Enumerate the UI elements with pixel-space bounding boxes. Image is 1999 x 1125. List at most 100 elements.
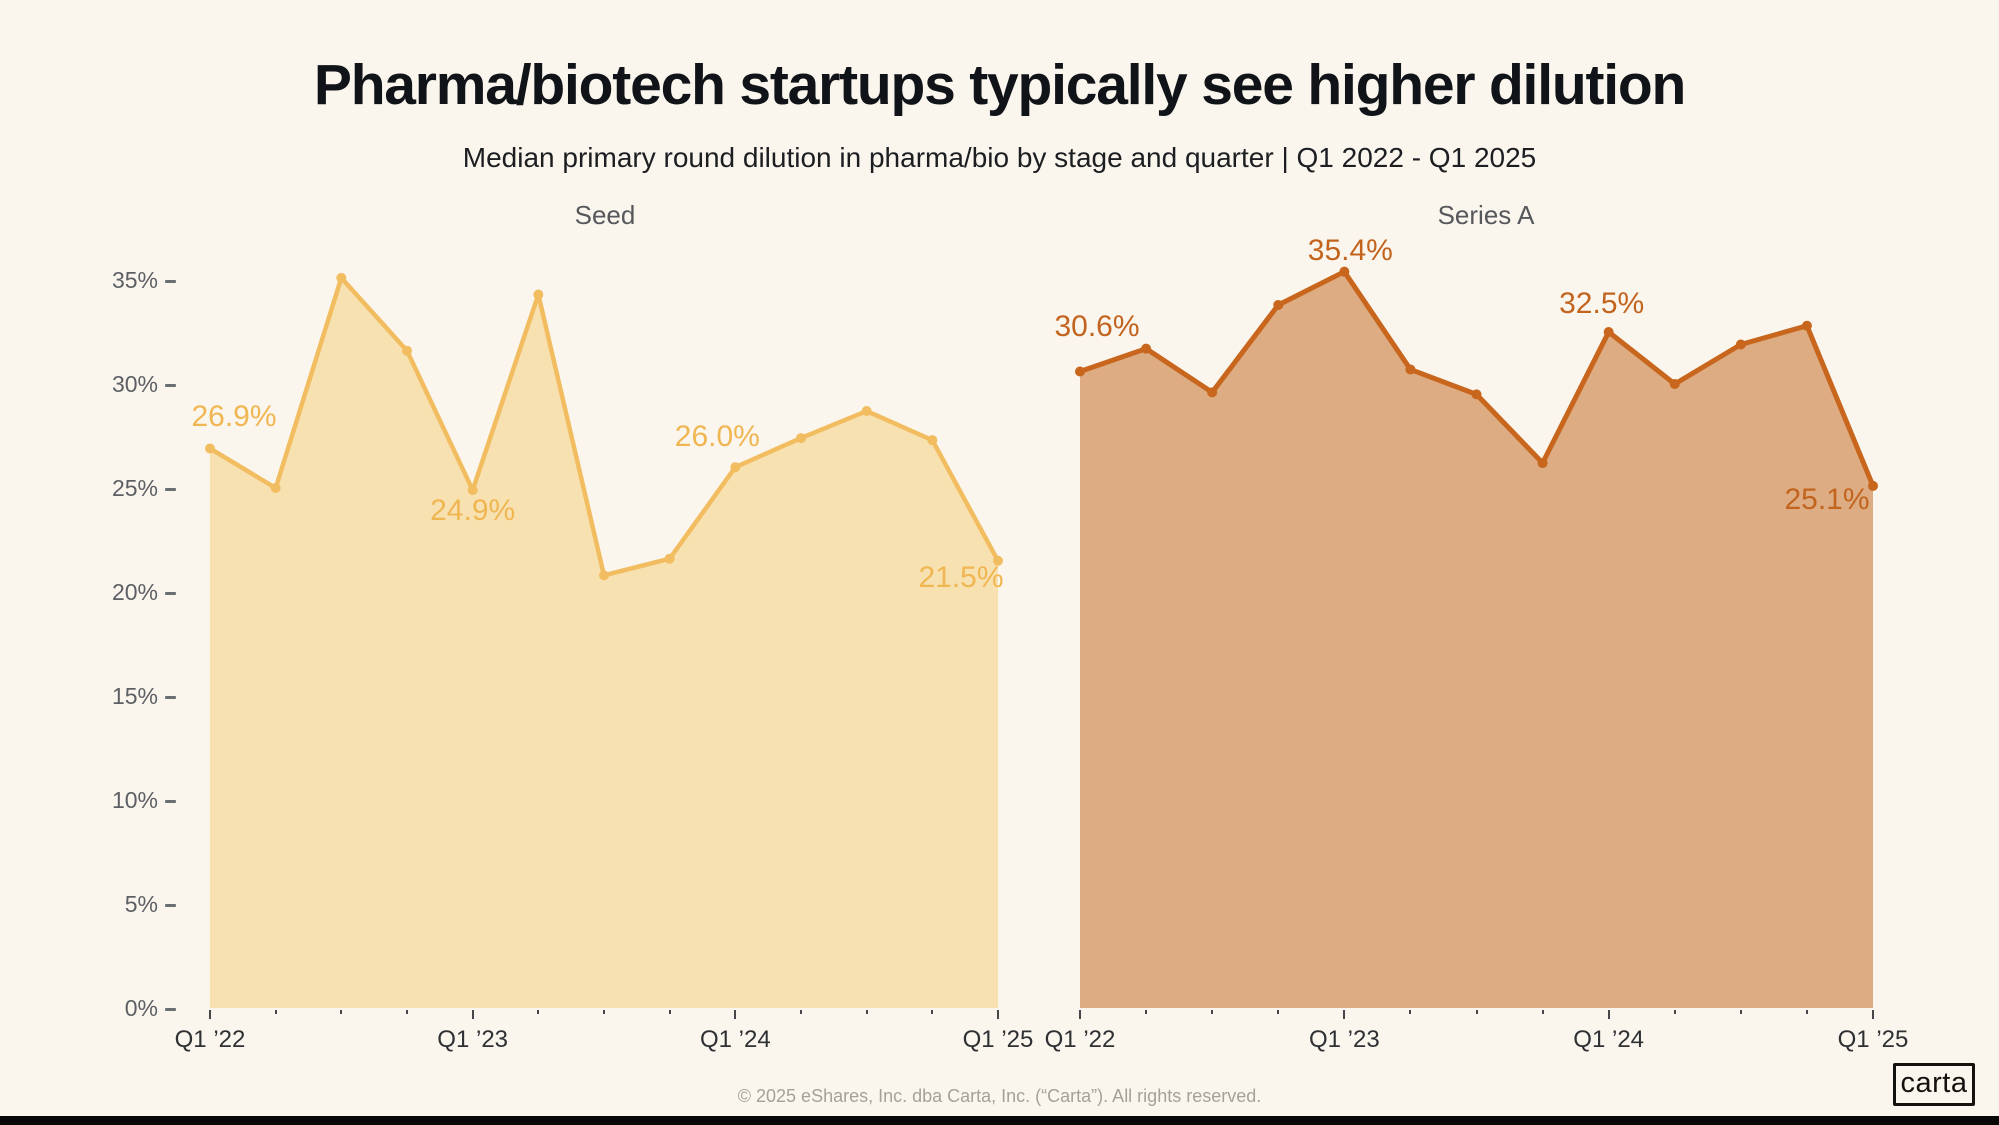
x-axis-label: Q1 ’25 bbox=[1837, 1026, 1909, 1053]
data-point-dot bbox=[1537, 458, 1548, 469]
x-axis-major-tick bbox=[734, 1010, 737, 1019]
x-axis-major-tick bbox=[1607, 1010, 1610, 1019]
data-point-dot bbox=[1273, 299, 1284, 310]
data-point-dot bbox=[1405, 364, 1416, 375]
x-axis-label: Q1 ’24 bbox=[699, 1026, 771, 1053]
y-axis-tick-label: 25% bbox=[111, 475, 158, 501]
x-axis-minor-tick bbox=[865, 1010, 868, 1014]
x-axis-label: Q1 ’23 bbox=[437, 1026, 509, 1053]
y-axis-tick-label: 20% bbox=[111, 579, 158, 605]
data-point-dot bbox=[993, 555, 1003, 566]
y-axis-tick-mark bbox=[165, 592, 176, 596]
data-point-label: 30.6% bbox=[1054, 309, 1140, 343]
x-axis-minor-tick bbox=[537, 1010, 540, 1014]
y-axis-tick-label: 5% bbox=[124, 891, 158, 917]
data-point-dot bbox=[861, 406, 872, 417]
data-point-label: 24.9% bbox=[430, 494, 516, 528]
data-point-dot bbox=[1207, 387, 1218, 398]
x-axis-label: Q1 ’24 bbox=[1573, 1026, 1645, 1053]
y-axis-tick-mark bbox=[165, 488, 176, 492]
seed-chart-title: Seed bbox=[574, 200, 636, 230]
x-axis-minor-tick bbox=[1409, 1010, 1412, 1014]
data-point-dot bbox=[270, 483, 281, 493]
y-axis-tick-label: 0% bbox=[124, 995, 158, 1021]
y-axis-tick-mark bbox=[165, 800, 176, 804]
x-axis-label: Q1 ’23 bbox=[1308, 1026, 1380, 1053]
x-axis-minor-tick bbox=[1211, 1010, 1214, 1014]
x-axis-major-tick bbox=[1872, 1010, 1874, 1019]
x-axis-label: Q1 ’22 bbox=[1044, 1026, 1116, 1053]
y-axis-tick-mark bbox=[165, 696, 176, 700]
y-axis-tick: 30% bbox=[84, 369, 176, 399]
x-axis-minor-tick bbox=[274, 1010, 277, 1014]
x-axis-minor-tick bbox=[1475, 1010, 1478, 1014]
x-axis-label: Q1 ’25 bbox=[962, 1026, 1034, 1053]
data-point-dot bbox=[664, 553, 675, 564]
y-axis-tick: 5% bbox=[84, 889, 176, 919]
y-axis-tick-label: 35% bbox=[111, 267, 158, 293]
data-point-dot bbox=[796, 433, 806, 444]
y-axis-tick-label: 30% bbox=[111, 371, 158, 397]
x-axis-minor-tick bbox=[1673, 1010, 1676, 1014]
y-axis-tick-label: 15% bbox=[111, 683, 158, 709]
x-axis-minor-tick bbox=[800, 1010, 802, 1014]
y-axis-tick-mark bbox=[165, 384, 176, 388]
data-point-label: 21.5% bbox=[918, 560, 1004, 594]
y-axis-tick-mark bbox=[165, 280, 176, 284]
x-axis-major-tick bbox=[471, 1010, 474, 1019]
data-point-dot bbox=[927, 435, 938, 446]
page-subtitle: Median primary round dilution in pharma/… bbox=[462, 142, 1537, 173]
x-axis-minor-tick bbox=[603, 1010, 605, 1014]
carta-logo: carta bbox=[1893, 1063, 1975, 1106]
series-a-chart-title: Series A bbox=[1437, 200, 1535, 230]
data-point-dot bbox=[1141, 343, 1152, 354]
x-axis-major-tick bbox=[997, 1010, 999, 1019]
y-axis-tick: 15% bbox=[84, 681, 176, 711]
x-axis-minor-tick bbox=[931, 1010, 934, 1014]
bottom-bar bbox=[0, 1116, 1999, 1125]
data-point-dot bbox=[1339, 266, 1350, 277]
data-point-dot bbox=[336, 272, 347, 283]
x-axis-minor-tick bbox=[1541, 1010, 1544, 1014]
data-point-dot bbox=[730, 462, 741, 473]
data-point-dot bbox=[599, 570, 609, 581]
data-point-dot bbox=[205, 443, 215, 454]
x-axis-major-tick bbox=[209, 1010, 211, 1019]
x-axis-major-tick bbox=[1343, 1010, 1346, 1019]
data-point-dot bbox=[1603, 327, 1614, 337]
data-point-dot bbox=[1801, 320, 1812, 331]
x-axis-minor-tick bbox=[340, 1010, 343, 1014]
x-axis-minor-tick bbox=[1145, 1010, 1148, 1014]
x-axis-minor-tick bbox=[406, 1010, 408, 1014]
y-axis-tick-mark bbox=[165, 1008, 176, 1012]
data-point-dot bbox=[1735, 339, 1746, 350]
x-axis-label: Q1 ’22 bbox=[174, 1026, 246, 1053]
data-point-label: 35.4% bbox=[1307, 233, 1393, 267]
x-axis-minor-tick bbox=[668, 1010, 671, 1014]
data-point-dot bbox=[1868, 480, 1878, 491]
data-point-label: 26.0% bbox=[674, 420, 760, 454]
data-point-label: 32.5% bbox=[1559, 287, 1645, 320]
data-point-dot bbox=[1669, 379, 1680, 389]
x-axis-minor-tick bbox=[1739, 1010, 1742, 1014]
x-axis-minor-tick bbox=[1277, 1010, 1280, 1014]
copyright-text: © 2025 eShares, Inc. dba Carta, Inc. (“C… bbox=[737, 1086, 1262, 1106]
data-point-dot bbox=[1075, 366, 1085, 377]
data-point-dot bbox=[1471, 389, 1482, 400]
y-axis-tick-label: 10% bbox=[111, 787, 158, 813]
data-point-label: 25.1% bbox=[1784, 482, 1870, 516]
data-point-dot bbox=[467, 485, 478, 496]
area-chart-svg bbox=[1075, 266, 1878, 1008]
area-fill bbox=[210, 277, 998, 1008]
y-axis-tick: 0% bbox=[84, 993, 176, 1023]
data-point-dot bbox=[402, 345, 412, 356]
data-point-dot bbox=[533, 289, 544, 300]
y-axis-tick: 10% bbox=[84, 785, 176, 815]
area-chart-svg bbox=[205, 272, 1003, 1008]
y-axis-tick: 25% bbox=[84, 473, 176, 503]
page-title: Pharma/biotech startups typically see hi… bbox=[313, 53, 1686, 117]
y-axis-tick-mark bbox=[165, 904, 176, 908]
data-point-label: 26.9% bbox=[191, 400, 277, 434]
area-fill bbox=[1080, 271, 1873, 1008]
